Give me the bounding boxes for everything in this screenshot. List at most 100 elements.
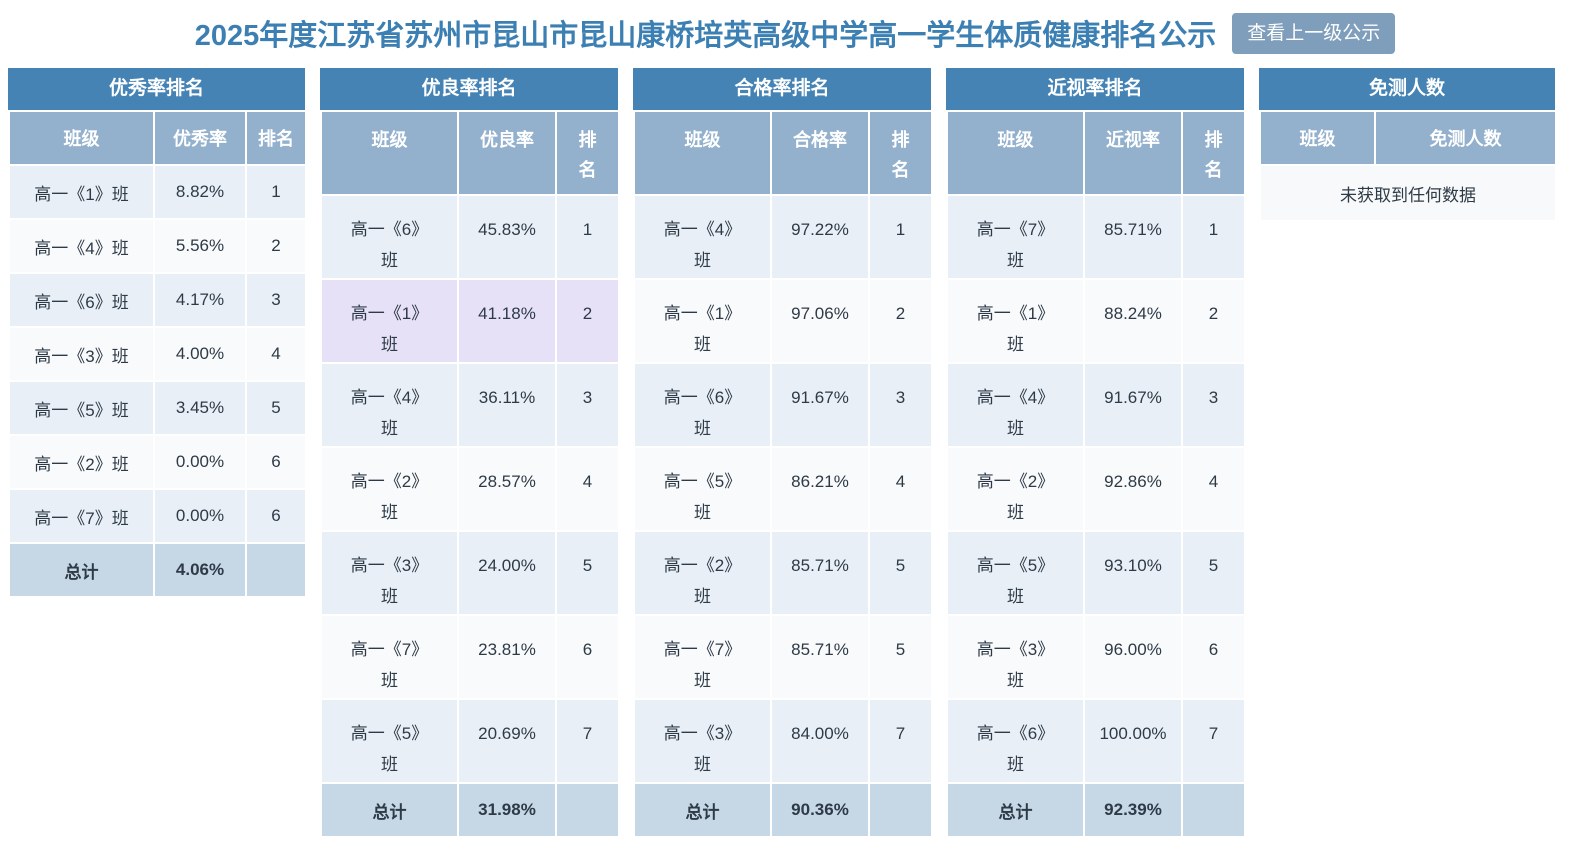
ranking-table-good-rate: 优良率排名 班级 优良率 排 名 高一《6》 班 45.83% 1 高一《1》 班 41… (320, 68, 620, 838)
rate-cell: 91.67% (1083, 362, 1183, 448)
class-cell: 高一《5》 班 (946, 530, 1085, 616)
class-cell: 高一《5》 班 (320, 698, 459, 784)
rate-cell: 92.86% (1083, 446, 1183, 532)
total-label-cell: 总计 (320, 782, 459, 838)
total-label-cell: 总计 (633, 782, 772, 838)
rate-cell: 24.00% (457, 530, 557, 616)
rank-cell: 1 (555, 194, 620, 280)
rate-cell: 4.00% (153, 326, 247, 382)
class-cell: 高一《3》 班 (320, 530, 459, 616)
rate-cell: 84.00% (770, 698, 870, 784)
table-row: 高一《6》 班 91.67% 3 (633, 362, 933, 448)
page-title: 2025年度江苏省苏州市昆山市昆山康桥培英高级中学高一学生体质健康排名公示 (194, 20, 1217, 52)
rate-cell: 23.81% (457, 614, 557, 700)
class-cell: 高一《1》 班 (946, 278, 1085, 364)
rank-cell (1181, 782, 1246, 838)
ranking-table-pass-rate: 合格率排名 班级 合格率 排 名 高一《4》 班 97.22% 1 高一《1》 班 97… (633, 68, 933, 838)
table-title: 免测人数 (1259, 68, 1555, 110)
class-cell: 高一《2》 班 (633, 530, 772, 616)
header-row: 班级 免测人数 (1259, 110, 1557, 166)
rank-cell: 3 (555, 362, 620, 448)
class-cell: 高一《6》 班 (946, 698, 1085, 784)
rate-cell: 28.57% (457, 446, 557, 532)
rate-cell: 36.11% (457, 362, 557, 448)
rank-cell: 6 (245, 434, 307, 490)
class-cell: 高一《4》 班 (633, 194, 772, 280)
col-header-rate: 近视率 (1083, 110, 1183, 196)
table-row: 高一《1》 班 97.06% 2 (633, 278, 933, 364)
table-row: 高一《6》 班 45.83% 1 (320, 194, 620, 280)
class-cell: 高一《1》 班 (633, 278, 772, 364)
rank-cell: 7 (1181, 698, 1246, 784)
class-cell: 高一《2》 班 (320, 446, 459, 532)
rate-cell: 31.98% (457, 782, 557, 838)
page-header: 2025年度江苏省苏州市昆山市昆山康桥培英高级中学高一学生体质健康排名公示 查看… (0, 0, 1590, 60)
total-row: 总计 92.39% (946, 782, 1246, 838)
class-cell: 高一《6》班 (8, 272, 155, 328)
rank-cell: 5 (1181, 530, 1246, 616)
rate-cell: 96.00% (1083, 614, 1183, 700)
rank-cell: 1 (868, 194, 933, 280)
rank-cell (555, 782, 620, 838)
class-cell: 高一《7》班 (8, 488, 155, 544)
class-cell: 高一《4》班 (8, 218, 155, 274)
total-label-cell: 总计 (8, 542, 155, 598)
rate-cell: 90.36% (770, 782, 870, 838)
rate-cell: 85.71% (770, 530, 870, 616)
table-row: 高一《4》班 5.56% 2 (8, 218, 307, 274)
ranking-table-excellent-rate: 优秀率排名 班级 优秀率 排名 高一《1》班 8.82% 1 高一《4》班 5.56% 2… (8, 68, 307, 598)
table-body: 高一《6》 班 45.83% 1 高一《1》 班 41.18% 2 高一《4》 班 36.11… (320, 194, 620, 838)
table-row: 高一《5》 班 20.69% 7 (320, 698, 620, 784)
header-row: 班级 优秀率 排名 (8, 110, 307, 166)
rank-cell: 4 (1181, 446, 1246, 532)
rank-cell: 2 (1181, 278, 1246, 364)
col-header-rank: 排 名 (555, 110, 620, 196)
rank-cell: 7 (555, 698, 620, 784)
rate-cell: 41.18% (457, 278, 557, 364)
class-cell: 高一《4》 班 (946, 362, 1085, 448)
rate-cell: 8.82% (153, 164, 247, 220)
rank-cell: 2 (245, 218, 307, 274)
class-cell: 高一《3》 班 (633, 698, 772, 784)
class-cell: 高一《1》班 (8, 164, 155, 220)
view-parent-publicity-button[interactable]: 查看上一级公示 (1232, 12, 1396, 54)
class-cell: 高一《3》 班 (946, 614, 1085, 700)
table-title: 优良率排名 (320, 68, 618, 110)
col-header-class: 班级 (946, 110, 1085, 196)
rate-cell: 97.22% (770, 194, 870, 280)
class-cell: 高一《4》 班 (320, 362, 459, 448)
col-header-class: 班级 (1259, 110, 1376, 166)
table-row: 高一《3》 班 84.00% 7 (633, 698, 933, 784)
rate-cell: 4.17% (153, 272, 247, 328)
table-row: 高一《7》 班 85.71% 5 (633, 614, 933, 700)
class-cell: 高一《7》 班 (320, 614, 459, 700)
table-row: 高一《6》 班 100.00% 7 (946, 698, 1246, 784)
rank-cell: 3 (868, 362, 933, 448)
table-row: 高一《5》班 3.45% 5 (8, 380, 307, 436)
rank-cell: 5 (245, 380, 307, 436)
total-label-cell: 总计 (946, 782, 1085, 838)
rank-cell (245, 542, 307, 598)
table-row: 高一《3》班 4.00% 4 (8, 326, 307, 382)
rank-cell: 4 (555, 446, 620, 532)
rate-cell: 5.56% (153, 218, 247, 274)
class-cell: 高一《2》 班 (946, 446, 1085, 532)
col-header-class: 班级 (8, 110, 155, 166)
table-row: 高一《2》 班 85.71% 5 (633, 530, 933, 616)
col-header-exempt-count: 免测人数 (1374, 110, 1557, 166)
rate-cell: 0.00% (153, 434, 247, 490)
table-row: 高一《4》 班 97.22% 1 (633, 194, 933, 280)
table-body: 高一《7》 班 85.71% 1 高一《1》 班 88.24% 2 高一《4》 班 91.67… (946, 194, 1246, 838)
class-cell: 高一《7》 班 (946, 194, 1085, 280)
table-body: 高一《1》班 8.82% 1 高一《4》班 5.56% 2 高一《6》班 4.17% 3 高一《3… (8, 164, 307, 598)
rank-cell: 5 (868, 530, 933, 616)
table-row: 高一《4》 班 91.67% 3 (946, 362, 1246, 448)
table-body: 未获取到任何数据 (1259, 164, 1557, 222)
class-cell: 高一《6》 班 (320, 194, 459, 280)
rate-cell: 20.69% (457, 698, 557, 784)
table-row: 高一《7》班 0.00% 6 (8, 488, 307, 544)
header-row: 班级 合格率 排 名 (633, 110, 933, 196)
rank-cell: 1 (245, 164, 307, 220)
rank-cell: 4 (868, 446, 933, 532)
rank-cell: 6 (1181, 614, 1246, 700)
